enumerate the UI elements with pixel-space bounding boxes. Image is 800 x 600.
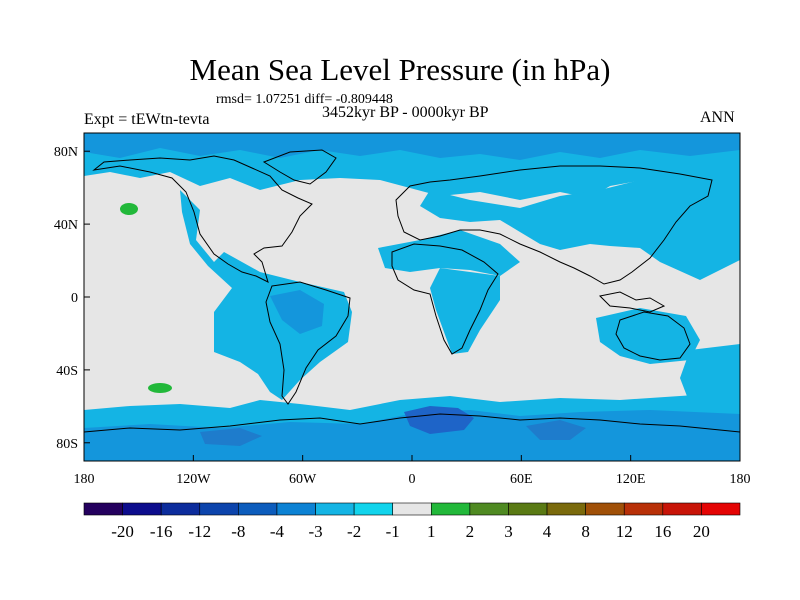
colorbar-swatch (315, 502, 355, 516)
lon-tick-label: 180 (730, 472, 751, 487)
field-south-america-darker (270, 290, 324, 334)
colorbar-label: -2 (347, 522, 361, 541)
south-america-coast (265, 281, 351, 405)
field-africa-negative (430, 268, 500, 354)
period-label: 3452kyr BP - 0000kyr BP (322, 104, 489, 121)
colorbar-label: 4 (543, 522, 552, 541)
colorbar-label: 1 (427, 522, 436, 541)
field-americas-negative (180, 190, 352, 400)
colorbar-label: -8 (231, 522, 245, 541)
colorbar-swatch (585, 502, 625, 516)
field-positive-north-pacific (120, 203, 138, 215)
field-antarctic-darker (84, 410, 740, 461)
stats-label: rmsd= 1.07251 diff= -0.809448 (216, 92, 393, 107)
field-positive-south-pacific (148, 383, 172, 393)
field-sahara-negative (378, 230, 520, 276)
pressure-field (84, 133, 740, 461)
colorbar-swatch (83, 502, 123, 516)
colorbar-swatch (238, 502, 278, 516)
lon-tick-label: 120W (176, 472, 211, 487)
colorbar-swatch (276, 502, 316, 516)
colorbar-label: 16 (654, 522, 671, 541)
lat-tick-label: 40S (56, 364, 78, 379)
coastlines (84, 149, 740, 433)
lon-tick-label: 60W (289, 472, 317, 487)
lon-tick-label: 180 (74, 472, 95, 487)
eurasia-coast (395, 165, 713, 285)
colorbar-swatch (508, 502, 548, 516)
season-label: ANN (700, 109, 735, 126)
colorbar-swatch (392, 502, 432, 516)
field-australia-negative (596, 308, 700, 364)
colorbar-swatch (623, 502, 664, 516)
map-title: Mean Sea Level Pressure (in hPa) (189, 52, 611, 87)
colorbar-label: 20 (693, 522, 710, 541)
colorbar-swatch (122, 502, 162, 516)
colorbar-swatch (353, 502, 394, 516)
colorbar-label: -4 (270, 522, 285, 541)
axis-ticks: 180 120W 60W 0 60E 120E 180 80N 40N 0 40S 80S (54, 145, 751, 487)
experiment-label: Expt = tEWtn-tevta (84, 111, 210, 128)
colorbar-label: 2 (466, 522, 475, 541)
colorbar-swatch (662, 502, 702, 516)
greenland-coast (262, 149, 337, 185)
colorbar-swatch (199, 502, 239, 516)
lon-tick-label: 0 (409, 472, 416, 487)
lat-tick-label: 80N (54, 145, 78, 160)
lat-tick-label: 80S (56, 437, 78, 452)
colorbar-swatch (160, 502, 201, 516)
field-tasman-negative (680, 344, 740, 404)
colorbar-label: -12 (188, 522, 211, 541)
colorbar-swatch (546, 502, 586, 516)
colorbar-label: -16 (150, 522, 173, 541)
field-arctic-darker (84, 133, 740, 160)
lon-tick-label: 120E (616, 472, 646, 487)
indonesia-coast (598, 291, 666, 313)
colorbar-label: 3 (504, 522, 513, 541)
colorbar-label: 12 (616, 522, 633, 541)
colorbar-swatch (430, 502, 471, 516)
colorbar-label: 8 (581, 522, 590, 541)
colorbar: -20 -16 -12 -8 -4 -3 -2 -1 1 2 3 4 8 12 16 20 (83, 502, 741, 541)
lon-tick-label: 60E (510, 472, 533, 487)
field-asia-negative (420, 170, 740, 280)
lat-tick-label: 0 (71, 291, 78, 306)
colorbar-swatch (701, 502, 741, 516)
field-strong-negative-a (404, 406, 474, 434)
colorbar-label: -20 (111, 522, 134, 541)
australia-coast (615, 311, 691, 361)
field-strong-negative-b (200, 428, 262, 446)
field-strong-negative-c (526, 420, 586, 440)
colorbar-label: -3 (308, 522, 322, 541)
africa-coast (391, 243, 499, 355)
north-america-coast (92, 155, 313, 283)
colorbar-label: -1 (386, 522, 400, 541)
colorbar-swatch (469, 502, 509, 516)
lat-tick-label: 40N (54, 218, 78, 233)
antarctica-coast (84, 413, 740, 433)
